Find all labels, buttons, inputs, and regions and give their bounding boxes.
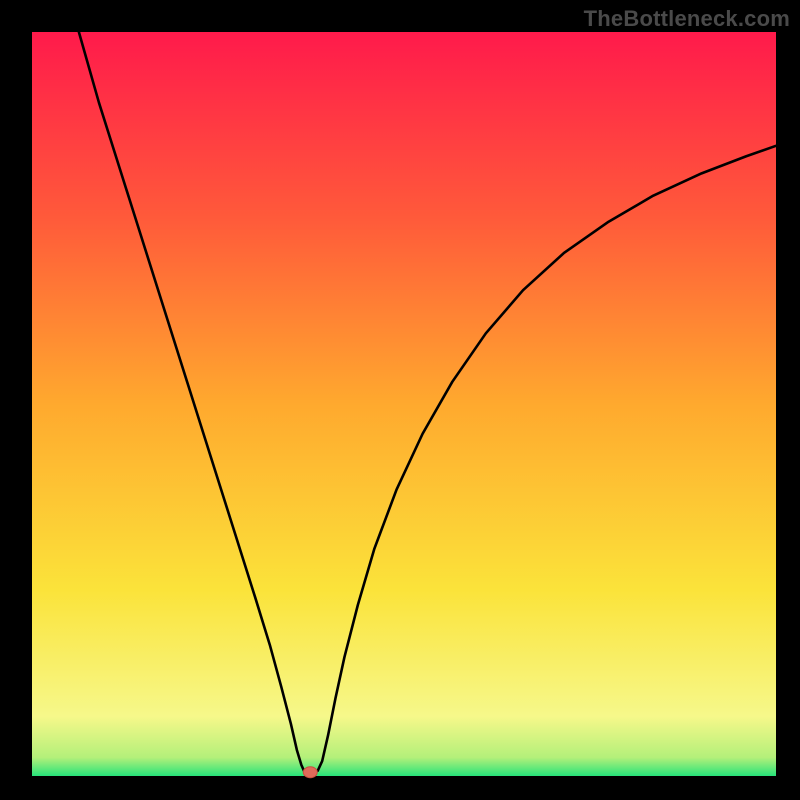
watermark-text: TheBottleneck.com	[584, 6, 790, 32]
optimal-point-marker	[303, 767, 317, 778]
chart-svg	[0, 0, 800, 800]
bottleneck-curve	[79, 32, 776, 772]
chart-frame: TheBottleneck.com	[0, 0, 800, 800]
